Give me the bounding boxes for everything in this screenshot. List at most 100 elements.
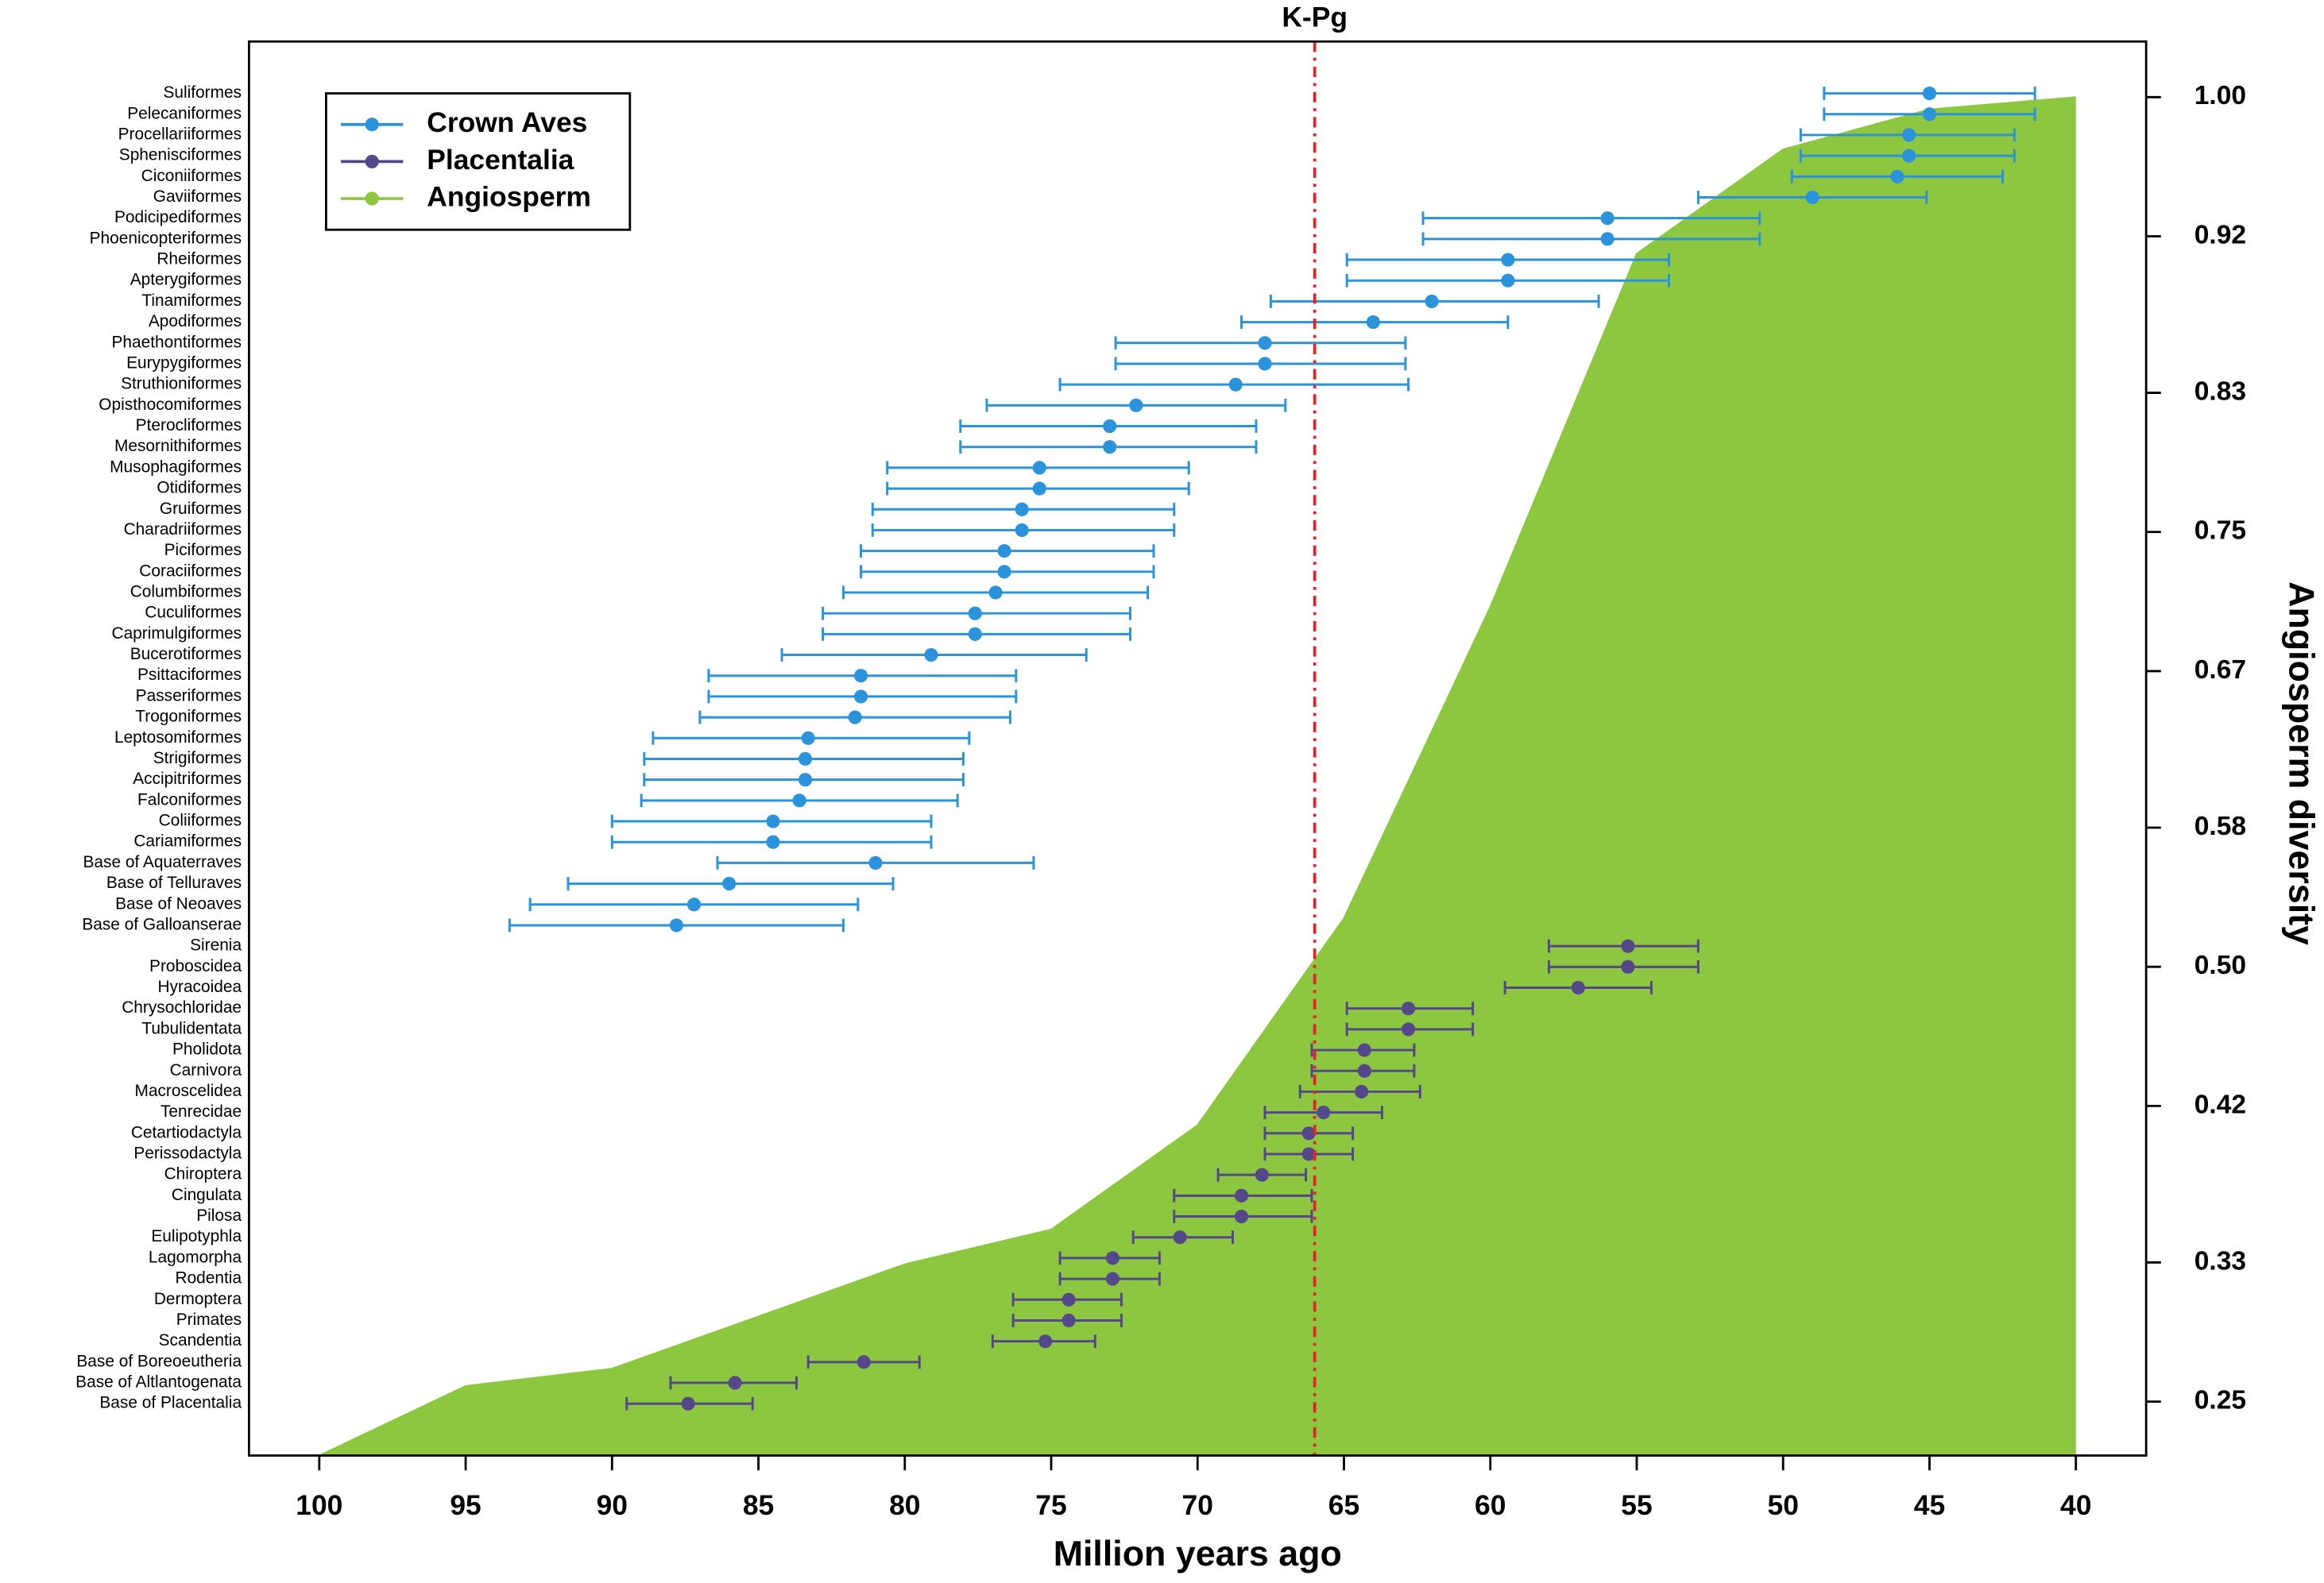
point xyxy=(1890,169,1904,183)
x-tick-label: 45 xyxy=(1914,1489,1945,1521)
category-label: Eurypygiformes xyxy=(126,353,242,372)
point xyxy=(1038,1334,1053,1349)
plot-layer xyxy=(319,86,2076,1457)
category-label: Gaviiformes xyxy=(153,187,242,206)
category-label: Hyracoidea xyxy=(157,978,242,996)
category-label: Phoenicopteriformes xyxy=(90,229,242,247)
category-label: Base of Galloanserae xyxy=(82,915,242,933)
point xyxy=(798,773,813,787)
point xyxy=(1015,502,1029,516)
y2-axis-title: Angiosperm diversity xyxy=(2281,581,2321,945)
point xyxy=(1258,336,1272,350)
area-line xyxy=(319,96,2076,1457)
point xyxy=(1061,1292,1076,1307)
point xyxy=(853,669,868,683)
category-label: Bucerotiformes xyxy=(130,645,242,663)
point xyxy=(1129,398,1143,412)
x-tick-label: 65 xyxy=(1328,1489,1359,1521)
y2-tick-label: 0.83 xyxy=(2194,376,2246,406)
point xyxy=(1366,315,1380,330)
x-tick-label: 60 xyxy=(1475,1489,1506,1521)
point xyxy=(997,565,1011,579)
category-label: Apodiformes xyxy=(149,312,242,330)
category-label: Procellariiformes xyxy=(118,125,242,143)
point xyxy=(1501,273,1515,288)
category-label: Lagomorpha xyxy=(149,1248,242,1266)
category-label: Dermoptera xyxy=(154,1290,242,1308)
point xyxy=(1902,149,1916,163)
x-axis-title: Million years ago xyxy=(1054,1534,1342,1573)
point xyxy=(1355,1084,1369,1099)
point xyxy=(1015,523,1029,538)
x-tick-label: 75 xyxy=(1035,1489,1066,1521)
point xyxy=(1571,980,1585,995)
area-fill xyxy=(319,97,2076,1456)
point xyxy=(1061,1313,1076,1328)
point xyxy=(857,1355,871,1369)
point xyxy=(1228,377,1243,392)
x-tick-label: 50 xyxy=(1768,1489,1799,1521)
category-label: Phaethontiformes xyxy=(111,333,242,351)
point xyxy=(669,918,683,932)
y2-tick-label: 0.58 xyxy=(2194,812,2246,841)
point xyxy=(798,751,813,766)
point xyxy=(681,1396,695,1411)
point xyxy=(848,710,862,724)
point xyxy=(1103,440,1117,454)
category-label: Piciformes xyxy=(164,541,242,559)
point xyxy=(968,606,982,620)
point xyxy=(1032,461,1046,475)
point xyxy=(1173,1230,1187,1245)
point xyxy=(1902,128,1916,142)
category-label: Coliiformes xyxy=(159,812,242,830)
category-label: Apterygiformes xyxy=(130,271,242,289)
y2-tick-label: 0.92 xyxy=(2194,220,2246,249)
category-label: Gruiformes xyxy=(160,500,242,518)
category-label: Base of Placentalia xyxy=(99,1394,242,1412)
category-label: Proboscidea xyxy=(149,957,242,975)
point xyxy=(988,585,1003,600)
point xyxy=(1357,1064,1371,1078)
category-label: Otidiformes xyxy=(157,479,242,497)
point xyxy=(1255,1168,1269,1182)
category-label: Cariamiformes xyxy=(133,832,242,851)
point xyxy=(1258,357,1272,371)
x-tick-label: 90 xyxy=(597,1489,628,1521)
point xyxy=(997,544,1011,558)
category-label: Ciconiiformes xyxy=(141,167,242,185)
category-label: Podicipediformes xyxy=(114,208,242,226)
y2-tick-label: 0.33 xyxy=(2194,1246,2246,1276)
point xyxy=(1032,481,1046,496)
legend-label: Crown Aves xyxy=(427,106,587,138)
category-label: Falconiformes xyxy=(137,790,242,809)
legend-label: Placentalia xyxy=(427,144,574,176)
category-label: Base of Telluraves xyxy=(106,874,242,892)
point xyxy=(868,855,883,870)
category-label: Tinamiformes xyxy=(141,292,242,310)
y2-tick-label: 0.25 xyxy=(2194,1386,2246,1415)
x-tick-label: 55 xyxy=(1621,1489,1652,1521)
category-label: Trogoniformes xyxy=(135,708,242,726)
category-label: Columbiformes xyxy=(130,583,242,601)
category-label: Tenrecidae xyxy=(160,1102,242,1121)
point xyxy=(1425,294,1439,308)
category-label: Rodentia xyxy=(176,1269,242,1288)
point xyxy=(1103,419,1117,434)
category-label: Caprimulgiformes xyxy=(112,624,242,643)
annotation-label: K-Pg xyxy=(1282,2,1348,33)
x-tick-label: 100 xyxy=(296,1489,342,1521)
y2-tick-label: 0.50 xyxy=(2194,951,2246,980)
category-label: Sphenisciformes xyxy=(119,146,242,164)
point xyxy=(924,647,938,662)
legend-dot xyxy=(365,154,379,168)
category-label: Cingulata xyxy=(172,1186,242,1204)
point xyxy=(1401,1002,1416,1016)
x-tick-label: 95 xyxy=(450,1489,481,1521)
point xyxy=(1301,1147,1316,1161)
point xyxy=(1105,1251,1119,1265)
category-label: Primates xyxy=(176,1311,242,1329)
category-label: Psittaciformes xyxy=(137,666,242,684)
point xyxy=(1922,107,1937,122)
legend-dot xyxy=(365,118,379,132)
